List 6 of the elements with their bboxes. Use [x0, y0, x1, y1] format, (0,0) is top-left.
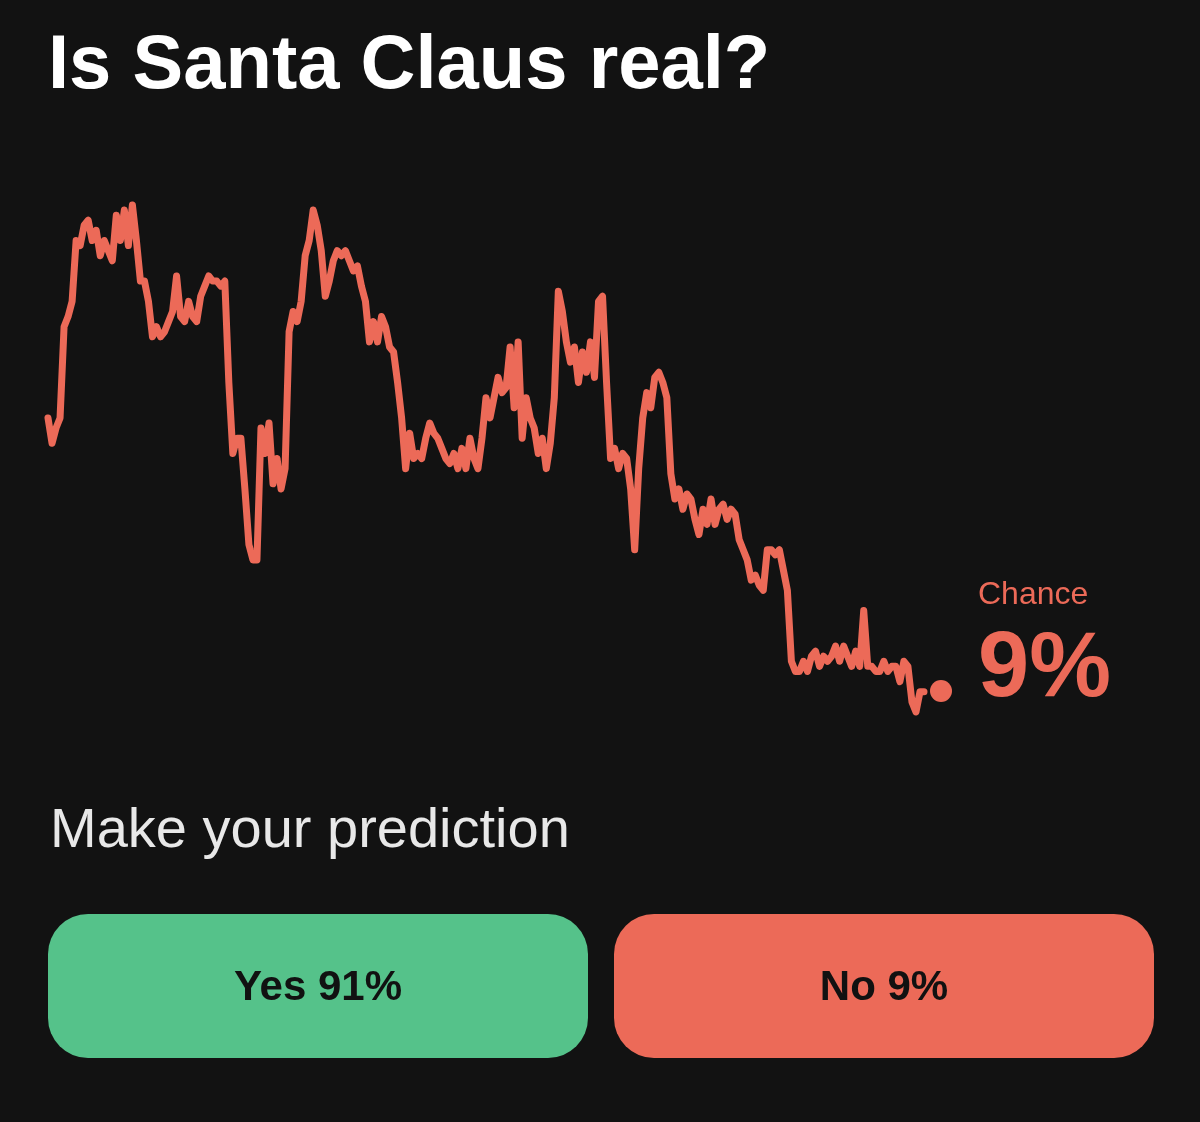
text: No 9% [614, 914, 1154, 1058]
text: 9% [978, 612, 1111, 717]
text: Yes 91% [48, 914, 588, 1058]
text: Make your prediction [50, 795, 570, 860]
text: Chance [978, 575, 1089, 612]
chart-title: Is Santa Claus real? [48, 18, 771, 105]
